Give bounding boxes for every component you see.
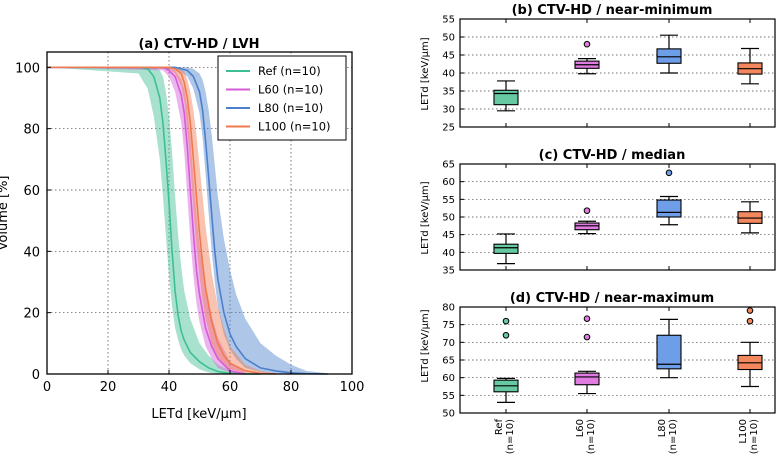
group-tick-label: L100(n=10) <box>738 419 760 454</box>
near-minimum-plot-frame <box>459 18 776 128</box>
outlier-point <box>583 315 591 322</box>
lvh-x-tick-label: 60 <box>222 380 239 395</box>
near-maximum-y-tick-label: 65 <box>442 356 455 367</box>
outlier-point <box>502 331 510 339</box>
median-y-tick-label: 55 <box>442 195 455 206</box>
legend-label-l60: L60 (n=10) <box>258 83 323 97</box>
group-tick-labels: Ref(n=10) L60(n=10) L80(n=10) L100(n=10) <box>494 419 760 455</box>
box-l100 <box>737 307 763 388</box>
lvh-y-tick-label: 100 <box>15 61 40 76</box>
outlier-point <box>583 40 591 48</box>
median-y-tick-label: 60 <box>442 177 455 188</box>
lvh-lines <box>47 66 328 375</box>
box-iqr <box>574 372 600 386</box>
near-minimum-y-axis-label: LETd [keV/μm] <box>420 37 431 110</box>
near-maximum-y-tick-label: 75 <box>442 320 455 331</box>
near-minimum-y-tick-label: 55 <box>442 15 455 26</box>
near-minimum-y-tick-label: 45 <box>442 51 455 62</box>
lvh-plot-frame <box>46 51 353 375</box>
group-tick-label: Ref(n=10) <box>494 419 516 455</box>
near-maximum-plot-frame <box>459 306 776 414</box>
near-minimum-y-tick-label: 25 <box>442 123 455 134</box>
box-ref <box>493 80 519 112</box>
lvh-x-tick-label: 40 <box>161 380 178 395</box>
lvh-x-tick-label: 80 <box>283 380 300 395</box>
lvh-panel: (a) CTV-HD / LVH 0 20 40 60 80 100 0 20 40 60 80 1… <box>0 37 364 422</box>
lvh-x-tick-label: 20 <box>100 380 117 395</box>
outlier-point <box>583 333 591 341</box>
box-l60 <box>574 315 600 395</box>
lvh-x-tick-label: 0 <box>43 380 51 395</box>
lvh-x-ticks: 0 20 40 60 80 100 <box>43 370 365 395</box>
box-l80 <box>656 169 682 226</box>
near-minimum-y-tick-label: 35 <box>442 87 455 98</box>
box-iqr <box>656 48 682 64</box>
near-minimum-y-tick-label: 50 <box>442 33 455 44</box>
lvh-y-axis-label: Volume [%] <box>0 176 11 251</box>
lvh-y-tick-label: 0 <box>32 368 40 383</box>
box-l100 <box>737 201 763 234</box>
median-y-tick-label: 50 <box>442 213 455 224</box>
lvh-y-tick-label: 80 <box>23 123 40 138</box>
lvh-x-axis-label: LETd [keV/μm] <box>151 407 246 422</box>
line-l80 <box>47 66 328 375</box>
legend-label-l80: L80 (n=10) <box>258 101 323 115</box>
legend-label-ref: Ref (n=10) <box>258 64 321 78</box>
lvh-y-tick-label: 40 <box>23 245 40 260</box>
lvh-legend: Ref (n=10) L60 (n=10) L80 (n=10) L100 (n=10… <box>217 55 347 141</box>
median-y-axis-label: LETd [keV/μm] <box>420 181 431 254</box>
outlier-point <box>665 169 673 177</box>
near-maximum-panel: (d) CTV-HD / near-maximum LETd [keV/μm] … <box>420 291 776 455</box>
box-l60 <box>574 207 600 235</box>
median-panel: (c) CTV-HD / median LETd [keV/μm] 35 40 45… <box>420 148 776 277</box>
median-title: (c) CTV-HD / median <box>539 148 686 163</box>
outlier-point <box>746 307 754 314</box>
median-y-tick-label: 35 <box>442 266 455 277</box>
lvh-y-tick-label: 20 <box>23 307 40 322</box>
median-y-tick-label: 40 <box>442 248 455 259</box>
group-tick-label: L60(n=10) <box>575 419 597 454</box>
box-iqr <box>493 243 519 254</box>
median-y-tick-label: 45 <box>442 230 455 241</box>
median-y-tick-label: 65 <box>442 160 455 171</box>
box-l60 <box>574 40 600 75</box>
outlier-point <box>583 207 591 214</box>
near-maximum-y-tick-label: 50 <box>442 409 455 420</box>
near-maximum-title: (d) CTV-HD / near-maximum <box>510 291 714 306</box>
box-ref <box>493 233 519 265</box>
box-l80 <box>656 34 682 74</box>
box-ref <box>493 317 519 403</box>
box-iqr <box>656 334 682 370</box>
box-l80 <box>656 318 682 379</box>
lvh-y-tick-label: 60 <box>23 184 40 199</box>
near-maximum-y-tick-label: 80 <box>442 303 455 314</box>
near-minimum-title: (b) CTV-HD / near-minimum <box>512 3 713 18</box>
outlier-point <box>502 317 510 325</box>
near-maximum-y-tick-label: 70 <box>442 338 455 349</box>
line-ref <box>47 66 261 375</box>
lvh-y-ticks: 0 20 40 60 80 100 <box>15 61 51 383</box>
legend-label-l100: L100 (n=10) <box>258 120 331 134</box>
near-minimum-y-tick-label: 30 <box>442 105 455 116</box>
line-l100 <box>47 66 276 375</box>
group-tick-label: L80(n=10) <box>657 419 679 454</box>
lvh-title: (a) CTV-HD / LVH <box>138 37 259 52</box>
near-maximum-y-tick-label: 60 <box>442 373 455 384</box>
outlier-point <box>746 317 754 325</box>
near-maximum-y-tick-label: 55 <box>442 391 455 402</box>
near-maximum-y-axis-label: LETd [keV/μm] <box>420 309 431 382</box>
box-iqr <box>493 89 519 106</box>
lvh-x-tick-label: 100 <box>340 380 365 395</box>
near-minimum-y-tick-label: 40 <box>442 69 455 80</box>
median-plot-frame <box>459 163 776 271</box>
box-iqr <box>656 199 682 218</box>
box-l100 <box>737 47 763 85</box>
line-l60 <box>47 66 246 375</box>
near-minimum-panel: (b) CTV-HD / near-minimum LETd [keV/μm] … <box>420 3 776 134</box>
